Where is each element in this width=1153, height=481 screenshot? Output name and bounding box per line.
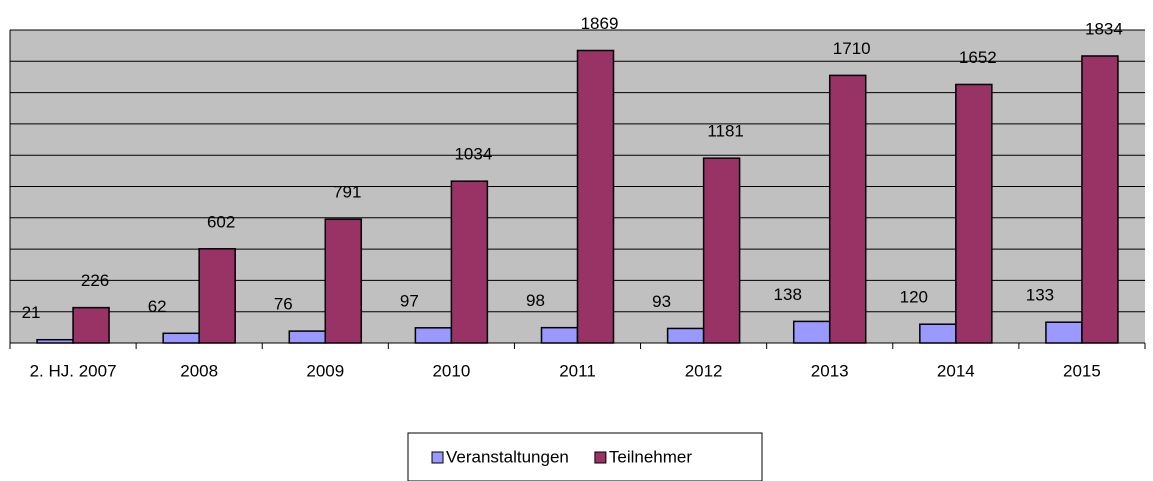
data-label: 1652 <box>959 48 997 67</box>
data-label: 1869 <box>581 14 619 33</box>
x-tick-label: 2009 <box>306 361 344 380</box>
data-label: 98 <box>526 291 545 310</box>
bar <box>450 180 489 344</box>
bar <box>792 320 831 344</box>
bar <box>72 306 110 344</box>
bar <box>324 218 363 344</box>
data-label: 791 <box>333 183 361 202</box>
data-label: 93 <box>652 292 671 311</box>
bar <box>198 248 236 344</box>
data-label: 76 <box>274 295 293 314</box>
bar <box>666 327 705 344</box>
data-label: 62 <box>148 297 167 316</box>
bar <box>1045 321 1083 344</box>
data-label: 1034 <box>454 145 492 164</box>
data-label: 21 <box>22 303 41 322</box>
bar <box>955 83 993 344</box>
x-tick-label: 2. HJ. 2007 <box>30 361 117 380</box>
bar <box>576 49 615 344</box>
x-tick-label: 2015 <box>1063 361 1101 380</box>
data-label: 602 <box>207 212 235 231</box>
bar <box>162 332 200 344</box>
legend <box>407 432 763 481</box>
bar <box>414 327 453 344</box>
data-label: 133 <box>1026 286 1054 305</box>
x-tick-label: 2011 <box>559 361 596 380</box>
bar <box>540 326 579 344</box>
x-tick-label: 2010 <box>432 361 470 380</box>
legend-swatch <box>431 451 444 464</box>
bar <box>1081 55 1119 344</box>
data-label: 97 <box>400 291 419 310</box>
data-label: 1181 <box>707 122 744 141</box>
bar <box>36 338 74 344</box>
x-tick-label: 2014 <box>937 361 975 380</box>
data-label: 1710 <box>833 39 871 58</box>
x-tick-label: 2013 <box>811 361 849 380</box>
data-label: 120 <box>900 288 928 307</box>
bar <box>288 330 327 344</box>
legend-label: Teilnehmer <box>609 447 692 466</box>
legend-swatch <box>594 451 607 464</box>
data-label: 226 <box>81 271 109 290</box>
x-tick-label: 2008 <box>180 361 218 380</box>
data-label: 1834 <box>1085 19 1123 38</box>
x-tick-label: 2012 <box>685 361 723 380</box>
data-label: 138 <box>774 285 802 304</box>
bar <box>919 323 957 344</box>
bar <box>702 157 741 344</box>
legend-label: Veranstaltungen <box>446 447 569 466</box>
bar <box>828 74 867 344</box>
